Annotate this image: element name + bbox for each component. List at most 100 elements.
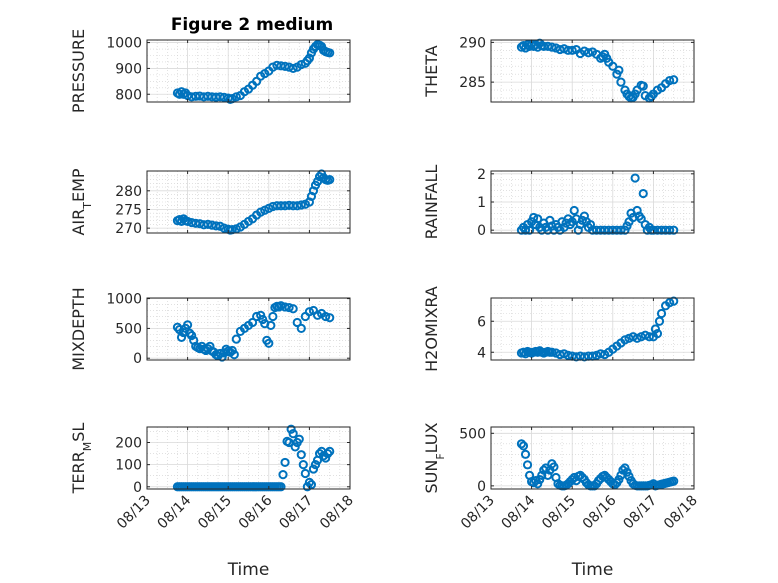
data-point [286,424,296,434]
data-point [304,53,314,63]
axes-box [490,426,695,490]
data-point [229,350,239,360]
data-point [306,479,317,490]
data-point [638,188,648,199]
x-tick-label: 08/13 [114,493,154,533]
y-tick-label: 100 [115,458,142,474]
y-tick-label: 800 [115,87,142,103]
data-point [644,332,654,342]
data-point [300,468,310,479]
x-tick-label: 08/16 [236,492,276,532]
data-point [630,173,640,183]
axes-box [146,39,351,103]
data-point [276,61,286,71]
figure-title: Figure 2 medium [171,15,333,35]
data-point [288,63,298,74]
series-markers [516,173,679,235]
data-point [187,217,197,228]
y-axis-label: THETA [422,45,441,97]
data-point [543,41,553,51]
subplot-h2omixra: 4 6 H2OMIXRA [422,286,695,372]
y-tick-label: 500 [115,321,142,337]
data-point [211,221,221,231]
y-tick-label: 285 [459,75,486,91]
data-point [290,442,300,452]
y-tick-label: 500 [459,426,486,442]
data-point [549,462,559,472]
data-point [276,301,286,311]
data-point [325,174,335,185]
y-tick-label: 900 [115,61,142,77]
data-point [520,449,531,459]
data-point [650,324,661,334]
y-axis-label: SUNFLUX [422,422,447,493]
data-point [272,60,282,70]
data-point [524,225,535,235]
y-axis-label: TERRMSL [69,423,94,495]
data-point [203,219,213,230]
data-point [652,329,663,339]
data-point [614,65,624,75]
data-point [547,42,557,52]
data-point [583,48,594,58]
data-point [247,317,258,328]
data-point [296,323,306,334]
data-point [215,92,225,102]
y-tick-label: 2 [477,167,486,183]
data-point [298,460,308,470]
data-point [325,446,335,456]
x-tick-label: 08/13 [458,493,498,533]
data-point [231,92,241,102]
subplot-mixdepth: 0 500 1000 MIXDEPTH [69,287,351,371]
y-axis-label: PRESSURE [69,29,88,113]
data-point [638,81,648,91]
data-point [304,307,314,317]
x-tick-label: 08/15 [195,493,235,533]
y-tick-label: 0 [133,480,142,496]
y-tick-label: 270 [115,221,142,237]
series-markers [172,169,335,235]
y-axis-label: H2OMIXRA [422,286,441,372]
data-point [304,477,314,487]
data-point [280,457,290,468]
data-point [518,441,529,451]
y-axis-label: MIXDEPTH [69,287,88,370]
y-tick-label: 6 [477,314,486,330]
data-point [669,75,679,85]
subplot-theta: 285 290 THETA [422,35,695,103]
data-point [205,341,215,351]
data-point [207,220,217,230]
data-point [547,347,557,357]
axes-box [146,170,351,234]
x-axis-label: Time [571,560,614,580]
data-point [665,225,675,235]
data-point [323,448,333,459]
axes-box [146,297,351,361]
data-point [294,434,304,444]
data-point [516,439,527,449]
data-point [308,464,319,474]
subplot-air_temp: 270 275 280 AIRTEMP [69,168,351,237]
data-point [276,482,286,492]
data-point [264,338,274,348]
data-point [266,320,276,331]
x-tick-label: 08/17 [276,493,316,533]
y-tick-label: 0 [477,479,486,495]
series-markers [516,38,679,103]
data-point [543,470,553,480]
data-point [187,330,197,341]
data-point [325,48,335,58]
y-tick-label: 4 [477,345,486,361]
series-markers [172,40,335,105]
x-tick-label: 08/18 [661,493,701,533]
data-point [292,201,302,211]
y-tick-label: 0 [477,223,486,239]
axes-box [490,39,695,103]
x-tick-label: 08/17 [620,493,660,533]
data-point [310,41,321,52]
axes-box [146,426,351,490]
data-point [280,302,290,312]
data-point [292,317,302,328]
y-tick-label: 1 [477,195,486,211]
